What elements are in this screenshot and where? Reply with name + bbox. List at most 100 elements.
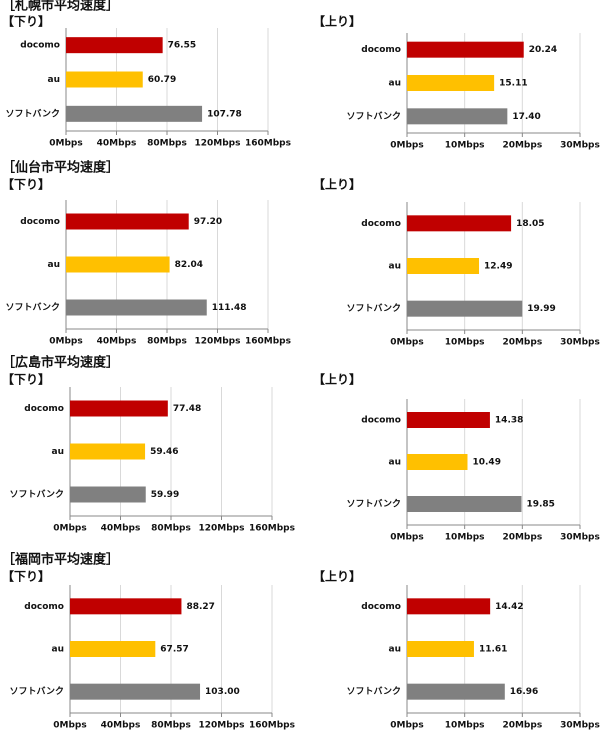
value-label: 10.49 bbox=[472, 458, 500, 468]
category-label: ソフトバンク bbox=[347, 111, 401, 122]
chart-title: 【下り】 bbox=[2, 14, 50, 29]
x-tick-label: 0Mbps bbox=[390, 141, 423, 151]
category-label: au bbox=[389, 458, 401, 468]
chart-title: 【上り】 bbox=[313, 372, 361, 387]
bar bbox=[70, 641, 156, 657]
category-label: docomo bbox=[24, 602, 64, 612]
value-label: 20.24 bbox=[529, 45, 557, 55]
value-label: 14.42 bbox=[495, 602, 523, 612]
x-tick-label: 30Mbps bbox=[560, 141, 600, 151]
bar bbox=[70, 598, 182, 615]
chart-title: 【上り】 bbox=[313, 569, 361, 584]
x-tick-label: 80Mbps bbox=[147, 337, 187, 347]
category-label: docomo bbox=[361, 45, 401, 55]
chart-title: 【上り】 bbox=[313, 177, 361, 192]
category-label: au bbox=[389, 79, 401, 89]
x-tick-label: 80Mbps bbox=[151, 524, 191, 534]
bar bbox=[407, 215, 512, 232]
x-tick-label: 10Mbps bbox=[445, 141, 485, 151]
bar bbox=[70, 486, 146, 503]
value-label: 103.00 bbox=[205, 687, 240, 697]
x-tick-label: 120Mbps bbox=[195, 139, 241, 149]
value-label: 88.27 bbox=[186, 602, 214, 612]
section-heading: ［札幌市平均速度］ bbox=[2, 0, 119, 14]
bar bbox=[407, 683, 505, 700]
bar bbox=[407, 75, 495, 91]
chart-title: 【下り】 bbox=[2, 372, 50, 387]
x-tick-label: 0Mbps bbox=[390, 533, 423, 543]
category-label: docomo bbox=[361, 416, 401, 426]
value-label: 97.20 bbox=[194, 217, 222, 227]
value-label: 59.46 bbox=[150, 447, 178, 457]
bar bbox=[407, 300, 523, 317]
x-tick-label: 10Mbps bbox=[445, 338, 485, 348]
x-tick-label: 20Mbps bbox=[502, 533, 542, 543]
category-label: ソフトバンク bbox=[10, 489, 64, 500]
category-label: au bbox=[389, 645, 401, 655]
x-tick-label: 120Mbps bbox=[199, 721, 245, 731]
category-label: au bbox=[52, 645, 64, 655]
value-label: 16.96 bbox=[510, 687, 538, 697]
section-heading: ［広島市平均速度］ bbox=[2, 355, 119, 371]
bar bbox=[66, 256, 170, 273]
bar bbox=[66, 213, 189, 230]
bar bbox=[407, 641, 474, 657]
bar bbox=[66, 71, 143, 88]
chart-title: 【上り】 bbox=[313, 14, 361, 29]
section-heading: ［仙台市平均速度］ bbox=[2, 160, 119, 176]
x-tick-label: 20Mbps bbox=[502, 721, 542, 731]
x-tick-label: 0Mbps bbox=[53, 721, 86, 731]
chart-title: 【下り】 bbox=[2, 569, 50, 584]
category-label: ソフトバンク bbox=[347, 499, 401, 510]
bar bbox=[407, 454, 468, 470]
x-tick-label: 120Mbps bbox=[199, 524, 245, 534]
category-label: docomo bbox=[24, 404, 64, 414]
x-tick-label: 30Mbps bbox=[560, 721, 600, 731]
bar bbox=[407, 41, 524, 58]
x-tick-label: 20Mbps bbox=[502, 338, 542, 348]
value-label: 11.61 bbox=[479, 645, 507, 655]
category-label: docomo bbox=[20, 41, 60, 51]
value-label: 19.99 bbox=[527, 304, 555, 314]
x-tick-label: 40Mbps bbox=[101, 524, 141, 534]
bar bbox=[66, 105, 203, 122]
x-tick-label: 0Mbps bbox=[53, 524, 86, 534]
category-label: au bbox=[52, 447, 64, 457]
bar bbox=[66, 37, 163, 54]
chart-title: 【下り】 bbox=[2, 177, 50, 192]
value-label: 18.05 bbox=[516, 219, 544, 229]
category-label: au bbox=[48, 260, 60, 270]
x-tick-label: 80Mbps bbox=[147, 139, 187, 149]
value-label: 107.78 bbox=[207, 109, 242, 119]
x-tick-label: 160Mbps bbox=[249, 721, 295, 731]
value-label: 67.57 bbox=[160, 645, 188, 655]
bar bbox=[407, 598, 491, 615]
x-tick-label: 80Mbps bbox=[151, 721, 191, 731]
x-tick-label: 10Mbps bbox=[445, 533, 485, 543]
value-label: 15.11 bbox=[499, 79, 527, 89]
x-tick-label: 160Mbps bbox=[245, 139, 291, 149]
value-label: 17.40 bbox=[512, 112, 540, 122]
x-tick-label: 40Mbps bbox=[97, 337, 137, 347]
x-tick-label: 20Mbps bbox=[502, 141, 542, 151]
value-label: 14.38 bbox=[495, 416, 523, 426]
category-label: ソフトバンク bbox=[347, 686, 401, 697]
category-label: ソフトバンク bbox=[6, 302, 60, 313]
value-label: 59.99 bbox=[151, 490, 179, 500]
bar bbox=[407, 108, 508, 125]
x-tick-label: 30Mbps bbox=[560, 533, 600, 543]
value-label: 60.79 bbox=[148, 75, 176, 85]
value-label: 77.48 bbox=[173, 404, 201, 414]
x-tick-label: 0Mbps bbox=[390, 721, 423, 731]
value-label: 19.85 bbox=[526, 500, 554, 510]
x-tick-label: 160Mbps bbox=[245, 337, 291, 347]
category-label: docomo bbox=[20, 217, 60, 227]
x-tick-label: 40Mbps bbox=[101, 721, 141, 731]
value-label: 111.48 bbox=[212, 303, 247, 313]
x-tick-label: 120Mbps bbox=[195, 337, 241, 347]
category-label: ソフトバンク bbox=[347, 303, 401, 314]
bar bbox=[70, 683, 201, 700]
x-tick-label: 10Mbps bbox=[445, 721, 485, 731]
bar bbox=[407, 258, 480, 274]
x-tick-label: 160Mbps bbox=[249, 524, 295, 534]
